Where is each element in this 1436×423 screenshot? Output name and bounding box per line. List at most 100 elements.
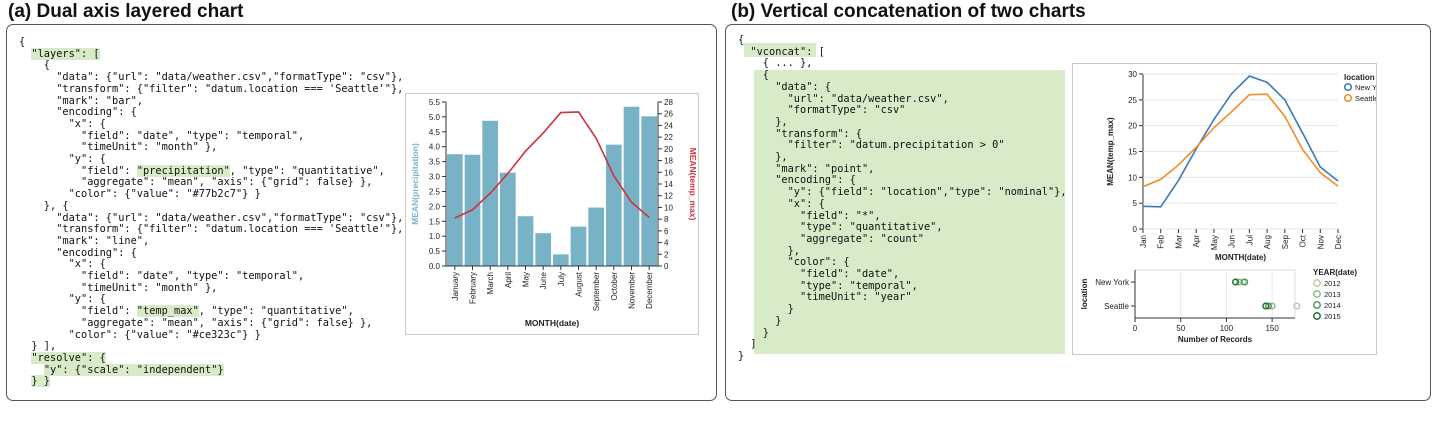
x-tick-label: Sep — [1281, 234, 1290, 249]
code-line: } — [738, 314, 782, 327]
left-tick-label: 3.5 — [429, 158, 441, 167]
code-line: "type": "quantitative", — [738, 221, 943, 234]
legend-title: location — [1344, 73, 1375, 82]
x-tick-label: 150 — [1265, 324, 1279, 333]
panel-b-spec-code: { "vconcat": [ { ... }, { "data": { "url… — [738, 34, 1067, 363]
panel-b: { "vconcat": [ { ... }, { "data": { "url… — [725, 24, 1431, 401]
x-tick-label: June — [539, 271, 548, 289]
x-tick-label: March — [486, 272, 495, 294]
code-line: "encoding": { — [19, 246, 137, 259]
code-highlight: "temp_max" — [136, 305, 199, 318]
bar — [641, 116, 657, 266]
code-highlight: "resolve": { — [31, 351, 106, 364]
code-line: { — [19, 59, 50, 72]
code-line: } } — [19, 375, 51, 388]
code-line: "mark": "line", — [19, 234, 150, 247]
legend-label: 2015 — [1324, 312, 1341, 321]
left-tick-label: 1.5 — [429, 217, 441, 226]
right-tick-label: 10 — [664, 203, 673, 212]
scatter-point — [1293, 302, 1301, 310]
scatter-point — [1232, 278, 1240, 286]
code-line: "mark": "bar", — [19, 94, 143, 107]
bar — [517, 216, 534, 266]
code-line: "color": {"value": "#ce323c"} } — [19, 328, 261, 341]
code-line: } — [738, 349, 745, 362]
bar — [606, 144, 622, 266]
x-tick-label: Aug — [1263, 235, 1272, 249]
vconcat-chart-svg: 0 5 10 15 20 25 30 Jan Feb Mar Apr May Jun Jul Aug Sep O… — [1080, 70, 1387, 344]
y-tick-label: 10 — [1128, 173, 1137, 182]
left-tick-label: 2.5 — [429, 187, 441, 196]
code-highlight: "layers": [ — [31, 47, 100, 60]
code-line: "mark": "point", — [738, 162, 875, 175]
code-line: "field": "temp_max", "type": "quantitati… — [19, 305, 354, 318]
code-line: "url": "data/weather.csv", — [738, 92, 949, 105]
code-line: "filter": "datum.precipitation > 0" — [738, 139, 1005, 152]
x-tick-label: February — [469, 272, 478, 304]
right-tick-label: 8 — [664, 215, 669, 224]
y-tick-label: 15 — [1128, 148, 1137, 157]
code-line: "color": { — [738, 256, 850, 269]
left-tick-label: 0.0 — [429, 262, 441, 271]
vconcat-chart: 0 5 10 15 20 25 30 Jan Feb Mar Apr May Jun Jul Aug Sep O… — [1072, 63, 1387, 355]
code-line: "resolve": { — [19, 351, 106, 364]
x-tick-label: 50 — [1176, 324, 1185, 333]
code-line: }, — [738, 244, 800, 257]
x-tick-label: Feb — [1157, 234, 1166, 248]
panel-a: { "layers": [ { "data": {"url": "data/we… — [6, 24, 717, 401]
bar — [553, 254, 569, 266]
x-tick-label: May — [1210, 235, 1219, 250]
x-tick-label: October — [610, 272, 619, 301]
right-tick-label: 24 — [664, 121, 673, 130]
y-tick-label: 25 — [1128, 96, 1137, 105]
code-line: { ... }, — [738, 57, 813, 70]
legend-symbol — [1313, 301, 1321, 309]
code-line: }, — [738, 151, 788, 164]
x-tick-label: Mar — [1174, 235, 1183, 249]
right-tick-label: 22 — [664, 133, 673, 142]
plot-frame — [1134, 269, 1296, 319]
legend-label: 2014 — [1324, 301, 1341, 310]
y-tick-label: 30 — [1128, 70, 1137, 79]
code-highlight: } } — [31, 375, 51, 388]
x-tick-label: December — [645, 272, 654, 309]
code-line: "field": "date", "type": "temporal", — [19, 270, 305, 283]
left-tick-label: 5.5 — [429, 98, 441, 107]
code-line: "y": { — [19, 153, 106, 166]
bar — [588, 207, 604, 266]
x-tick-label: Jul — [1245, 235, 1254, 245]
legend-symbol — [1343, 93, 1353, 103]
x-tick-label: Apr — [1192, 235, 1201, 248]
legend-symbol — [1313, 312, 1321, 320]
y-axis-title: MEAN(temp_max) — [1106, 117, 1115, 186]
left-tick-label: 3.0 — [429, 173, 441, 182]
right-tick-label: 16 — [664, 168, 673, 177]
code-line: "x": { — [738, 197, 825, 210]
legend-label: Seattle — [1355, 94, 1376, 103]
x-axis-title: Number of Records — [1178, 335, 1253, 344]
code-line: "y": {"field": "location","type": "nomin… — [738, 186, 1067, 199]
code-line: "timeUnit": "month" }, — [19, 281, 218, 294]
code-line: }, — [738, 115, 788, 128]
left-tick-label: 4.5 — [429, 128, 441, 137]
code-line: } — [738, 326, 769, 339]
right-tick-label: 18 — [664, 157, 673, 166]
right-tick-label: 14 — [664, 180, 673, 189]
bar — [500, 172, 516, 266]
right-tick-label: 26 — [664, 110, 673, 119]
x-tick-label: 0 — [1133, 324, 1138, 333]
x-tick-label: 100 — [1220, 324, 1234, 333]
x-tick-label: April — [504, 272, 513, 288]
left-axis-title: MEAN(precipitation) — [410, 143, 420, 225]
left-tick-label: 4.0 — [429, 143, 441, 152]
code-line: "aggregate": "mean", "axis": {"grid": fa… — [19, 316, 373, 329]
code-line: "timeUnit": "month" }, — [19, 141, 218, 154]
code-line: "field": "*", — [738, 209, 881, 222]
x-tick-label: August — [575, 271, 584, 297]
legend-title: YEAR(date) — [1313, 268, 1357, 277]
x-tick-label: September — [592, 272, 601, 311]
x-tick-label: November — [628, 272, 637, 309]
right-tick-label: 2 — [664, 250, 669, 259]
left-tick-label: 5.0 — [429, 113, 441, 122]
code-line: "type": "temporal", — [738, 279, 918, 292]
